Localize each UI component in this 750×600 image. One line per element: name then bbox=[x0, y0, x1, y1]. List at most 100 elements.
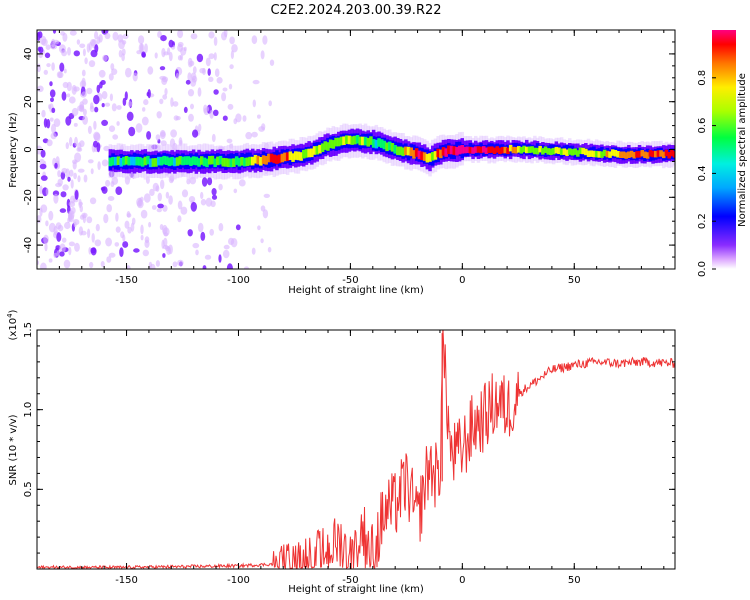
noise-speckle bbox=[43, 234, 49, 245]
noise-speckle bbox=[207, 177, 213, 186]
ridge-cell bbox=[425, 153, 430, 163]
noise-speckle bbox=[50, 132, 57, 140]
ridge-cell bbox=[613, 150, 618, 157]
ridge-cell bbox=[237, 157, 242, 167]
noise-speckle bbox=[177, 30, 184, 39]
ridge-cell bbox=[498, 147, 502, 155]
noise-speckle bbox=[202, 67, 206, 76]
noise-speckle bbox=[56, 232, 62, 242]
noise-speckle bbox=[218, 183, 223, 191]
y-tick-label: -20 bbox=[23, 189, 34, 205]
ridge-cell bbox=[492, 147, 497, 155]
noise-speckle bbox=[93, 140, 98, 148]
noise-speckle bbox=[203, 104, 208, 114]
ridge-cell bbox=[401, 147, 405, 157]
ridge-cell bbox=[562, 148, 567, 155]
noise-speckle bbox=[79, 43, 86, 49]
ridge-cell bbox=[404, 146, 408, 156]
ridge-cell bbox=[288, 151, 293, 160]
noise-speckle bbox=[69, 169, 74, 177]
snr-multiplier: (x104) bbox=[6, 309, 19, 340]
ridge-cell bbox=[178, 156, 182, 165]
noise-speckle bbox=[60, 31, 65, 36]
noise-speckle bbox=[245, 131, 253, 140]
noise-speckle bbox=[260, 50, 265, 60]
ridge-cell bbox=[234, 156, 239, 165]
ridge-cell bbox=[648, 150, 653, 157]
ridge-cell bbox=[514, 147, 518, 154]
ridge-cell bbox=[272, 154, 276, 164]
noise-speckle bbox=[197, 87, 202, 97]
ridge-cell bbox=[148, 158, 153, 168]
noise-speckle bbox=[94, 44, 99, 53]
noise-speckle bbox=[161, 76, 169, 83]
noise-speckle bbox=[124, 91, 128, 101]
ridge-cell bbox=[294, 151, 298, 160]
noise-speckle bbox=[262, 35, 268, 45]
noise-speckle bbox=[91, 233, 95, 243]
ridge-cell bbox=[157, 156, 161, 166]
noise-speckle bbox=[101, 159, 109, 167]
noise-speckle bbox=[61, 237, 67, 243]
noise-speckle bbox=[84, 57, 88, 65]
noise-speckle bbox=[177, 200, 183, 210]
noise-speckle bbox=[195, 249, 199, 256]
noise-speckle bbox=[45, 188, 49, 196]
ridge-cell bbox=[280, 153, 285, 163]
noise-speckle bbox=[48, 210, 54, 221]
noise-speckle bbox=[82, 48, 86, 57]
y-tick-label: -40 bbox=[23, 237, 34, 253]
noise-speckle bbox=[119, 247, 124, 258]
ridge-cell bbox=[111, 156, 115, 166]
noise-speckle bbox=[242, 115, 247, 122]
noise-speckle bbox=[87, 228, 91, 239]
noise-speckle bbox=[53, 193, 59, 204]
ridge-cell bbox=[422, 152, 427, 161]
ridge-cell bbox=[342, 136, 346, 145]
ridge-cell bbox=[366, 138, 370, 147]
colorbar-tick-label: 0.2 bbox=[697, 213, 708, 229]
noise-speckle bbox=[140, 43, 144, 53]
noise-speckle bbox=[205, 57, 211, 67]
noise-speckle bbox=[115, 226, 121, 233]
ridge-cell bbox=[549, 148, 553, 155]
noise-speckle bbox=[263, 193, 270, 198]
noise-speckle bbox=[228, 83, 233, 90]
ridge-cell bbox=[377, 138, 381, 147]
noise-speckle bbox=[125, 67, 132, 78]
noise-speckle bbox=[207, 68, 211, 76]
ridge-cell bbox=[635, 151, 639, 158]
ridge-cell bbox=[632, 152, 636, 159]
noise-speckle bbox=[226, 263, 233, 269]
ridge-cell bbox=[363, 136, 368, 146]
noise-speckle bbox=[90, 168, 94, 175]
ridge-cell bbox=[181, 156, 185, 166]
noise-speckle bbox=[121, 40, 127, 45]
ridge-cell bbox=[269, 153, 274, 163]
ridge-cell bbox=[535, 147, 540, 155]
noise-speckle bbox=[73, 172, 77, 180]
noise-speckle bbox=[141, 116, 149, 126]
colorbar-tick-label: 0.6 bbox=[697, 118, 708, 134]
noise-speckle bbox=[210, 200, 216, 208]
noise-speckle bbox=[209, 109, 214, 119]
ridge-cell bbox=[670, 149, 674, 157]
ridge-cell bbox=[578, 147, 583, 154]
noise-speckle bbox=[164, 88, 168, 96]
noise-speckle bbox=[49, 117, 54, 122]
ridge-cell bbox=[417, 150, 422, 160]
noise-speckle bbox=[122, 97, 127, 106]
noise-speckle bbox=[49, 89, 56, 98]
noise-speckle bbox=[118, 49, 123, 58]
noise-speckle bbox=[77, 168, 85, 173]
ridge-cell bbox=[487, 146, 491, 154]
ridge-cell bbox=[406, 146, 411, 156]
snr-line-layer bbox=[37, 330, 675, 569]
noise-speckle bbox=[89, 261, 94, 269]
ridge-cell bbox=[592, 150, 596, 158]
noise-speckle bbox=[66, 93, 71, 98]
noise-speckle bbox=[43, 118, 48, 128]
snr-panel: -150 -100 -50 0 50 0.5 1.0 1.5 Height of straig… bbox=[6, 309, 676, 595]
noise-speckle bbox=[100, 80, 106, 85]
noise-speckle bbox=[64, 221, 71, 230]
